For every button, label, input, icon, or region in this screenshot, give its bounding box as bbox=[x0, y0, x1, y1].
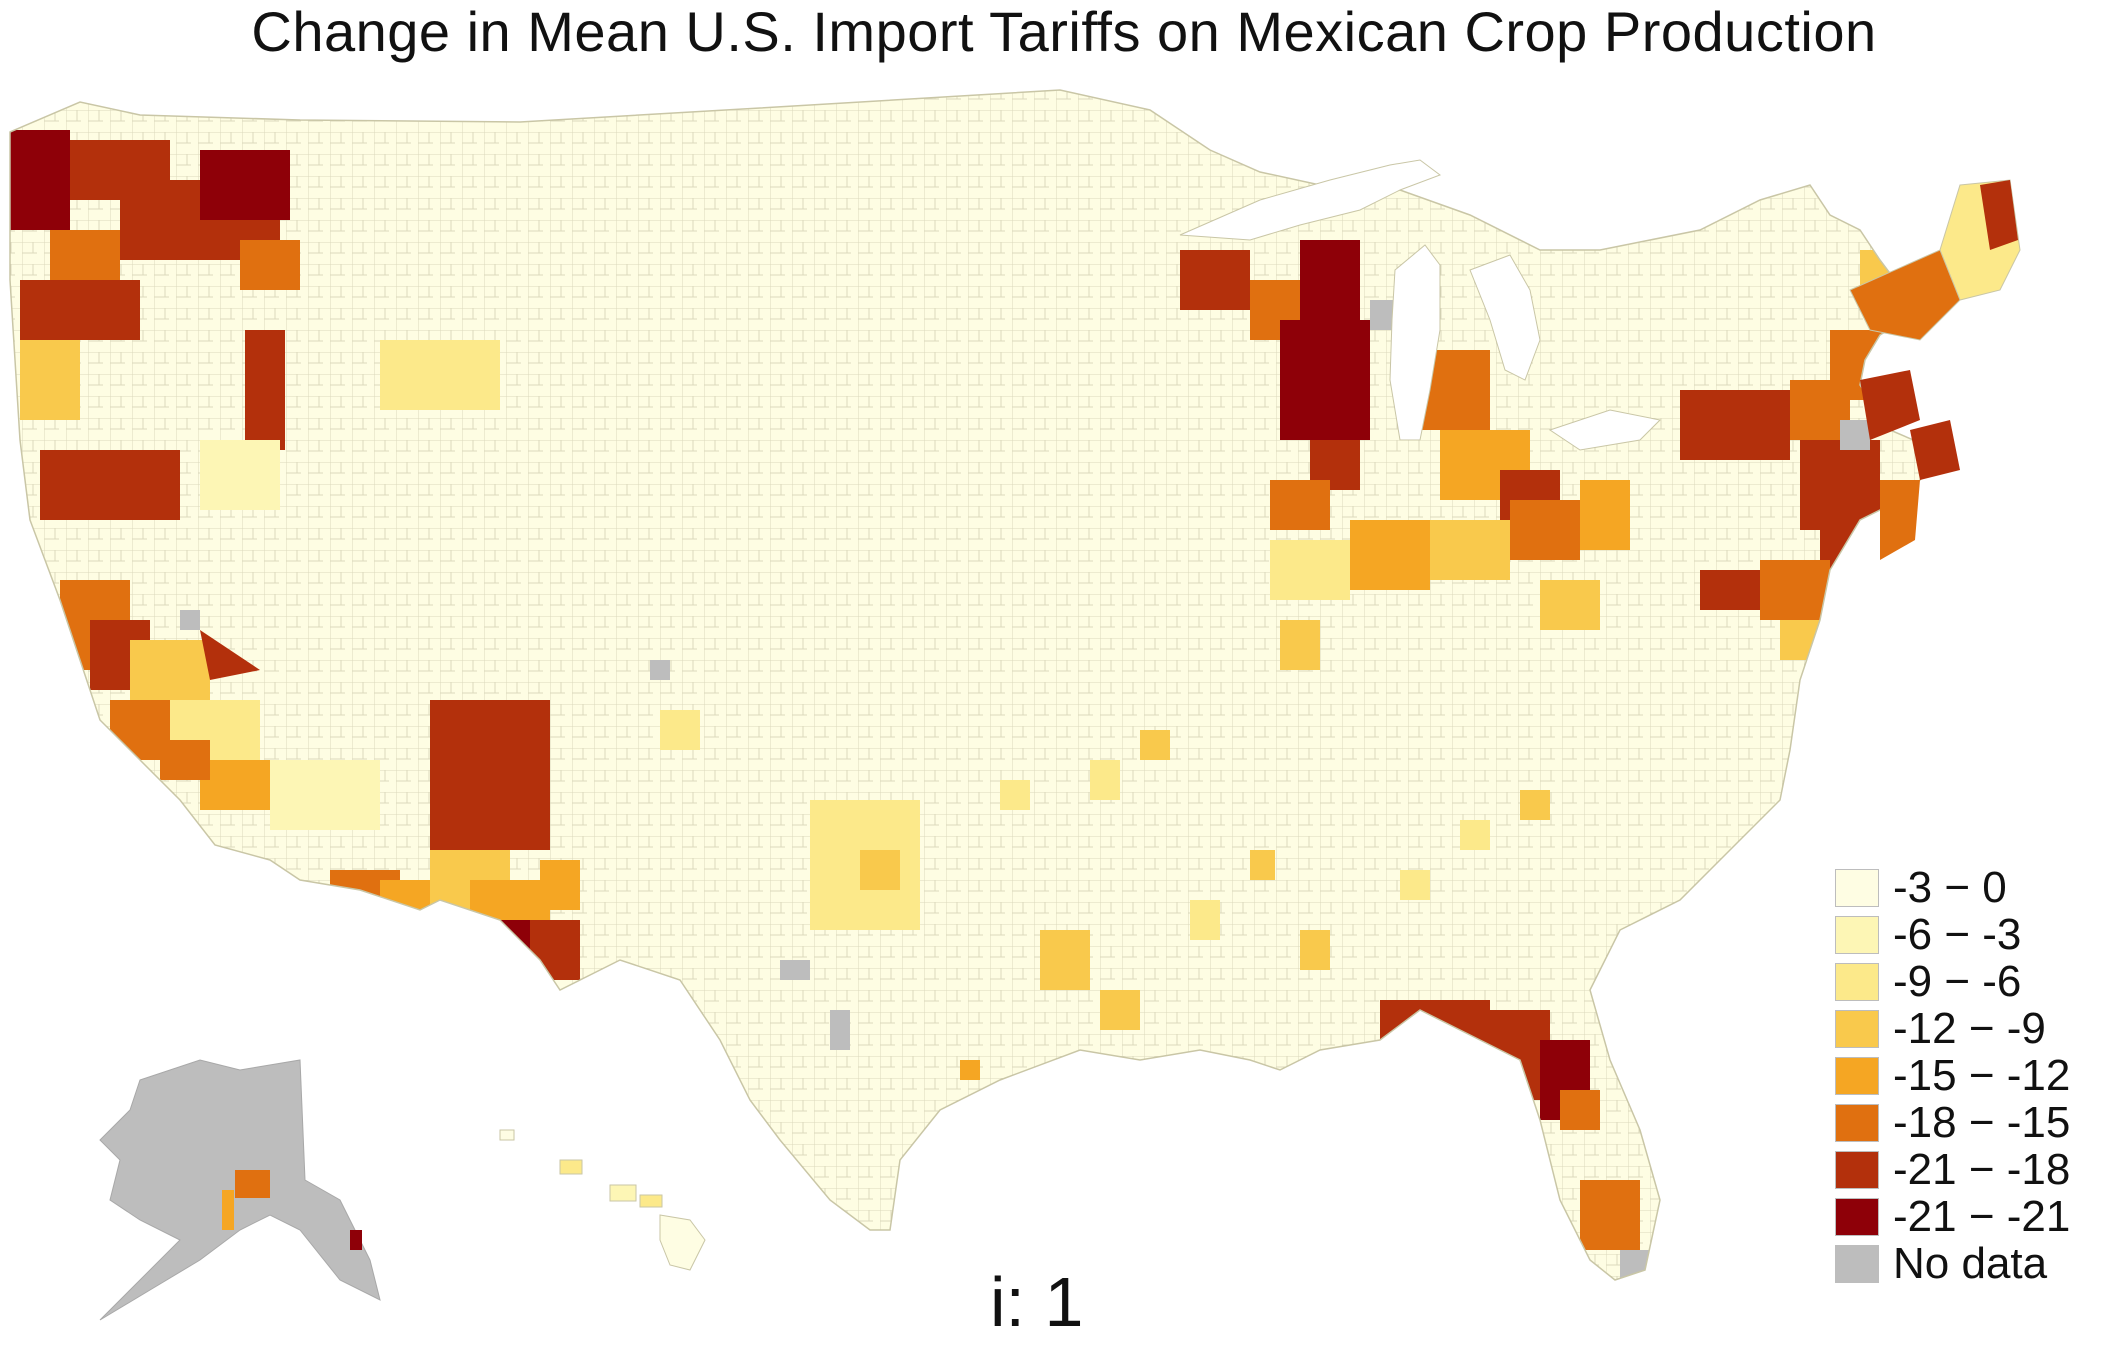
legend-item: -9 − -6 bbox=[1835, 956, 2070, 1006]
lake-superior bbox=[1179, 159, 1442, 241]
legend-swatch bbox=[1835, 915, 1879, 954]
hawaii-inset bbox=[499, 1129, 706, 1271]
legend-label: -6 − -3 bbox=[1893, 909, 2022, 959]
legend-swatch bbox=[1835, 962, 1879, 1001]
legend-swatch bbox=[1835, 1197, 1879, 1236]
legend-item: -21 − -18 bbox=[1835, 1144, 2071, 1194]
legend-label: -21 − -18 bbox=[1893, 1144, 2071, 1194]
legend-label: -15 − -12 bbox=[1893, 1050, 2071, 1100]
legend-swatch bbox=[1835, 868, 1879, 907]
legend-label: -3 − 0 bbox=[1893, 862, 2007, 912]
legend-swatch bbox=[1835, 1103, 1879, 1142]
legend-label: -9 − -6 bbox=[1893, 956, 2022, 1006]
legend-item: -3 − 0 bbox=[1835, 862, 2070, 912]
legend-item: -21 − -21 bbox=[1835, 1191, 2071, 1241]
legend-label: -18 − -15 bbox=[1893, 1097, 2071, 1147]
legend-item: -15 − -12 bbox=[1835, 1050, 2071, 1100]
legend-item: -18 − -15 bbox=[1835, 1097, 2071, 1147]
alaska-inset bbox=[99, 1059, 381, 1321]
legend-label: -12 − -9 bbox=[1893, 1003, 2046, 1053]
legend-swatch bbox=[1835, 1244, 1879, 1283]
legend-item: -6 − -3 bbox=[1835, 909, 2070, 959]
legend-swatch bbox=[1835, 1009, 1879, 1048]
legend-item: No data bbox=[1835, 1238, 2070, 1288]
map-title: Change in Mean U.S. Import Tariffs on Me… bbox=[251, 0, 1877, 63]
legend-swatch bbox=[1835, 1056, 1879, 1095]
legend-item: -12 − -9 bbox=[1835, 1003, 2070, 1053]
frame-label: i: 1 bbox=[990, 1263, 1084, 1341]
legend-swatch bbox=[1835, 1150, 1879, 1189]
lake-erie bbox=[1548, 409, 1662, 451]
lake-huron bbox=[1469, 254, 1541, 381]
lake-michigan bbox=[1389, 244, 1441, 441]
legend-label: No data bbox=[1893, 1238, 2048, 1288]
map-legend: -3 − 0 -6 − -3 -9 − -6 -12 − -9 -15 − -12 -18… bbox=[1835, 862, 2071, 1289]
legend-label: -21 − -21 bbox=[1893, 1191, 2071, 1241]
